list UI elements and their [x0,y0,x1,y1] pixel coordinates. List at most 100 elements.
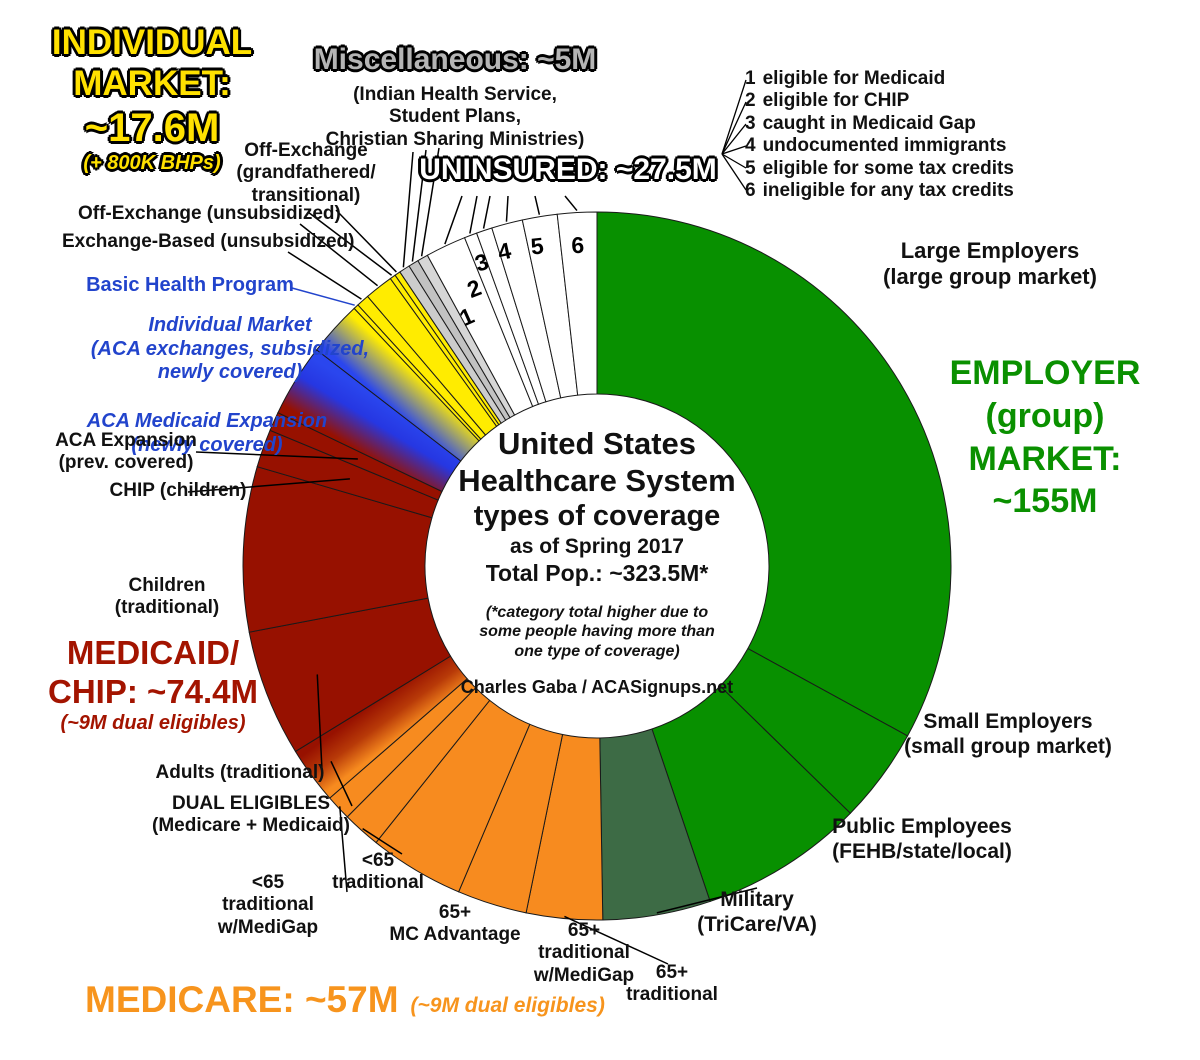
label-military: Military (TriCare/VA) [697,888,817,938]
label-children-traditional: Children (traditional) [115,575,220,620]
leader-line-chip-children [187,478,350,493]
miscellaneous-title: Miscellaneous: ~5M [313,43,597,76]
uninsured-reason: 3 caught in Medicaid Gap [745,113,1014,135]
reason-fan-line-5 [721,153,747,169]
text-line: Large Employers [900,238,1080,263]
reason-number: 5 [745,157,756,179]
leader-line-uninsured-5 [534,195,541,215]
wedge-number-5: 5 [529,232,545,259]
text-line: (grandfathered/ [236,162,376,184]
text-line: (newly covered) [131,433,283,456]
text-line: Christian Sharing Ministries) [325,128,585,150]
uninsured-reason: 5 eligible for some tax credits [745,158,1014,180]
footnote-line: (*category total higher due to [485,604,709,622]
text-line: (~9M dual eligibles) [60,711,246,734]
leader-line-t65-traditional [564,915,669,965]
text-line: INDIVIDUAL [51,23,253,62]
wedge-number-4: 4 [495,237,513,265]
reason-text: eligible for Medicaid [762,68,946,89]
text-line: (group) [985,396,1105,435]
text-line: ACA Expansion [55,430,197,451]
text-line: Small Employers [923,710,1093,733]
leader-line-dual-eligibles [330,760,353,807]
leader-line-u65-traditional [362,827,403,855]
footnote-line: some people having more than [479,623,715,641]
text-line: (Medicare + Medicaid) [152,815,350,837]
text-line: 65+ [438,902,472,923]
leader-line-uninsured-3 [482,195,491,229]
leader-line-uninsured-6 [564,195,578,212]
text-line: (FEHB/state/local) [832,839,1012,863]
uninsured-reasons-list: 1 eligible for Medicaid 2 eligible for CHI… [745,68,1014,202]
text-line: <65 [251,872,285,893]
reason-text: eligible for some tax credits [762,157,1014,179]
uninsured-title: UNINSURED: ~27.5M [419,153,717,186]
text-line: <65 [361,850,395,871]
leader-line-uninsured-4 [505,195,509,222]
label-65-traditional: 65+ traditional [626,962,718,1007]
segment-large-employers [596,211,952,737]
reason-number: 2 [745,90,756,112]
leader-line-exchange-based-unsubsidized [287,251,362,300]
text-line: Off-Exchange [244,140,368,161]
text-line: (ACA exchanges, subsidized, [90,337,370,360]
text-line: (Indian Health Service, [353,84,557,105]
uninsured-reason: 4 undocumented immigrants [745,135,1014,157]
text-line: traditional [222,894,314,916]
leader-line-off-exchange-grandfathered-b [335,209,397,273]
uninsured-reason: 6 ineligible for any tax credits [745,180,1014,202]
reason-fan-line-3 [721,123,747,155]
text-line: 65+ [655,962,689,983]
leader-line-basic-health-program [291,287,355,306]
leader-line-u65-trad-medigap [339,806,348,893]
leader-line-uninsured-1 [444,195,463,245]
label-under65-trad-medigap: <65 traditional w/MediGap [218,872,318,939]
reason-number: 3 [745,112,756,134]
text-line: Children [128,575,206,596]
reason-number: 6 [745,180,756,202]
uninsured-reason: 1 eligible for Medicaid [745,68,1014,90]
leader-line-off-exchange-unsubsidized [299,223,379,287]
label-aca-medicaid-expansion: ACA Medicaid Expansion (newly covered) [87,410,327,457]
reason-fan-line-4 [721,145,747,155]
leader-line-aca-expansion-prev [195,451,358,460]
text-line: newly covered) [157,361,303,384]
leader-line-military [656,887,758,914]
medicaid-title: MEDICAID/ CHIP: ~74.4M (~9M dual eligibl… [48,634,258,735]
chart-subtitle: as of Spring 2017 [510,535,684,559]
label-aca-expansion-prev: ACA Expansion (prev. covered) [55,430,197,475]
leader-line-misc-c [420,147,440,257]
label-adults-traditional: Adults (traditional) [155,762,325,783]
employer-title: EMPLOYER (group) MARKET: ~155M [950,352,1141,523]
leader-line-misc-a [402,151,414,268]
leader-line-misc-b [411,149,427,262]
text-line: (prev. covered) [58,452,194,474]
medicare-title: MEDICARE: ~57M (~9M dual eligibles) [85,978,605,1022]
label-off-exchange-grandfathered: Off-Exchange (grandfathered/ transitiona… [236,140,375,207]
chart-title-line: types of coverage [473,500,721,533]
label-large-employers: Large Employers (large group market) [883,238,1097,290]
text-line: DUAL ELIGIBLES [171,793,330,814]
text-line: traditional [538,942,630,964]
reason-text: undocumented immigrants [762,135,1007,157]
medicare-title-main: MEDICARE: ~57M [85,979,399,1020]
label-individual-market-aca: Individual Market (ACA exchanges, subsid… [91,314,369,385]
label-under65-traditional: <65 traditional [332,850,424,895]
chart-title-line: Healthcare System [458,462,736,498]
reason-fan-line-2 [721,101,747,155]
reason-fan-line-1 [721,79,747,155]
text-line: ~17.6M [84,105,220,150]
chart-title-line: United States [497,426,697,461]
segment-uninsured-6 [556,211,598,396]
text-line: Individual Market [148,314,312,336]
reason-number: 4 [745,135,756,157]
label-public-employees: Public Employees (FEHB/state/local) [832,815,1012,865]
wedge-number-6: 6 [571,232,585,258]
leader-lines [187,79,758,965]
text-line: ~155M [992,482,1098,521]
leader-line-uninsured-2 [469,195,478,234]
label-off-exchange-unsubsidized: Off-Exchange (unsubsidized) [78,203,341,224]
reason-text: ineligible for any tax credits [762,180,1014,202]
